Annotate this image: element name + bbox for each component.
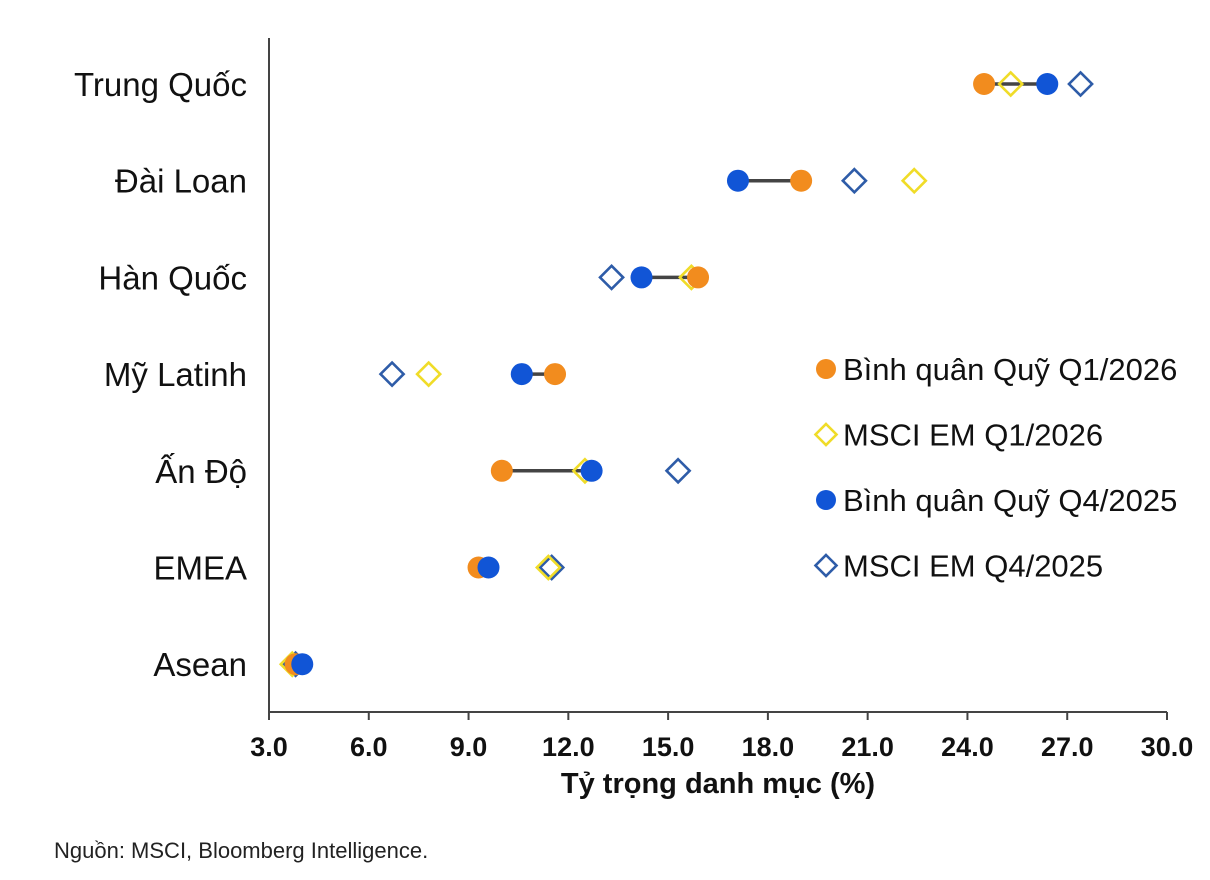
binh-quan-quy-q4-2025-point [726, 169, 749, 192]
category-labels: Trung Quốc Đài Loan Hàn Quốc Mỹ Latinh Ấn Độ… [74, 66, 247, 683]
msci-em-q1-2026-point [900, 167, 928, 195]
x-tick-label: 27.0 [1041, 732, 1094, 762]
binh-quan-quy-q1-2026-point [687, 266, 710, 289]
category-label: Đài Loan [115, 163, 247, 200]
x-tick-label: 30.0 [1141, 732, 1194, 762]
binh-quan-quy-q1-2026-point [544, 363, 567, 386]
source-note: Nguồn: MSCI, Bloomberg Intelligence. [54, 838, 429, 863]
x-axis-label: Tỷ trọng danh mục (%) [561, 768, 875, 800]
binh-quan-quy-q1-2026-point [790, 169, 813, 192]
legend-label: Bình quân Quỹ Q4/2025 [843, 483, 1177, 518]
legend-marker-msci-em-q4-2025 [813, 553, 839, 578]
x-tick-label: 12.0 [542, 732, 595, 762]
binh-quan-quy-q4-2025-point [291, 653, 314, 676]
msci-em-q4-2025-point [1067, 70, 1094, 98]
msci-em-q4-2025-point [378, 360, 406, 388]
legend-label: MSCI EM Q4/2025 [843, 549, 1103, 584]
legend-marker-msci-em-q1-2026 [813, 422, 839, 447]
msci-em-q1-2026-point [534, 554, 562, 581]
binh-quan-quy-q4-2025-point [580, 459, 603, 482]
msci-em-q4-2025-point [538, 554, 566, 581]
category-label: Hàn Quốc [98, 259, 247, 296]
binh-quan-quy-q4-2025-point [1036, 73, 1059, 95]
legend-label: Bình quân Quỹ Q1/2026 [843, 352, 1177, 387]
marks-layer [278, 70, 1094, 678]
category-label: Ấn Độ [155, 453, 247, 490]
category-label: Asean [153, 646, 247, 683]
legend: Bình quân Quỹ Q1/2026 MSCI EM Q1/2026 Bình… [813, 352, 1177, 584]
x-tick-label: 6.0 [350, 732, 388, 762]
axes-layer [268, 38, 1168, 720]
category-label: Trung Quốc [74, 66, 247, 103]
x-tick-label: 3.0 [250, 732, 288, 762]
x-tick-label: 24.0 [941, 732, 994, 762]
binh-quan-quy-q1-2026-point [490, 459, 513, 482]
legend-marker-binh-quan-quy-q1-2026 [816, 359, 836, 379]
legend-label: MSCI EM Q1/2026 [843, 418, 1103, 453]
legend-marker-binh-quan-quy-q4-2025 [816, 490, 836, 510]
msci-em-q1-2026-point [415, 360, 443, 388]
binh-quan-quy-q4-2025-point [630, 266, 653, 289]
tick-labels: 3.0 6.0 9.0 12.0 15.0 18.0 21.0 24.0 27.0 30.0 [250, 732, 1193, 762]
x-tick-label: 18.0 [742, 732, 795, 762]
x-tick-label: 9.0 [450, 732, 488, 762]
category-label: EMEA [153, 550, 247, 587]
binh-quan-quy-q1-2026-point [973, 73, 996, 95]
category-label: Mỹ Latinh [104, 356, 247, 393]
msci-em-q1-2026-point [997, 70, 1025, 98]
x-tick-label: 15.0 [642, 732, 695, 762]
msci-em-q4-2025-point [598, 264, 625, 291]
msci-em-q4-2025-point [664, 457, 692, 485]
binh-quan-quy-q4-2025-point [510, 363, 533, 386]
msci-em-q4-2025-point [840, 167, 868, 195]
binh-quan-quy-q4-2025-point [477, 556, 500, 579]
x-tick-label: 21.0 [841, 732, 894, 762]
